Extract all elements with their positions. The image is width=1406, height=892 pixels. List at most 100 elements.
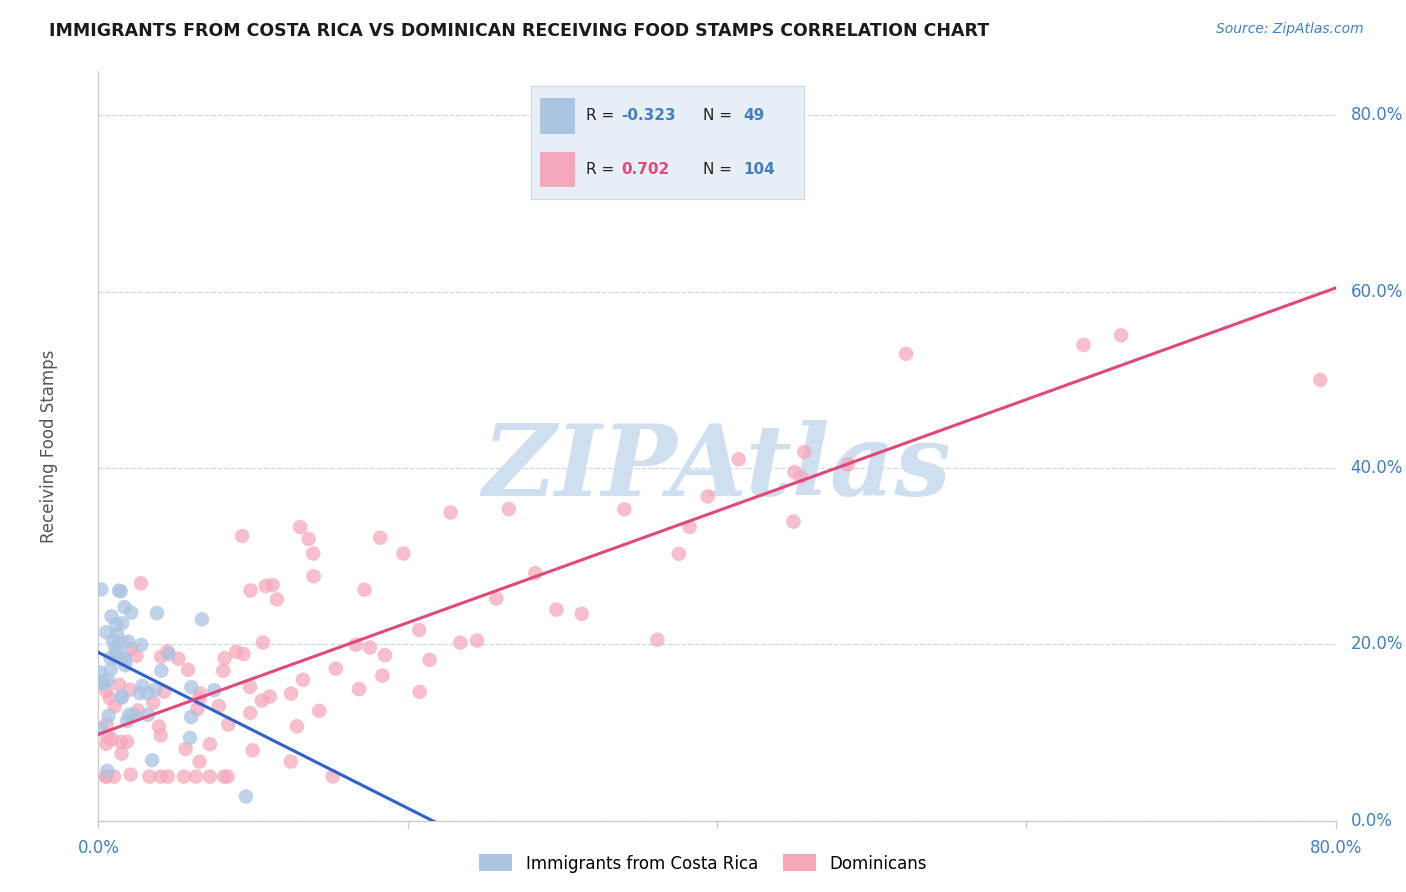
- Point: [100, 663, 122, 677]
- Point: [188, 755, 211, 769]
- Point: [180, 710, 202, 724]
- Point: [408, 623, 430, 637]
- Point: [90, 722, 112, 736]
- Point: [96, 737, 118, 751]
- Point: [96, 764, 118, 778]
- Point: [115, 735, 138, 749]
- Point: [129, 638, 152, 652]
- Point: [97, 708, 120, 723]
- Point: [191, 612, 214, 626]
- Point: [198, 737, 221, 751]
- Point: [148, 719, 170, 733]
- Point: [678, 520, 700, 534]
- Point: [235, 789, 257, 804]
- Point: [254, 579, 277, 593]
- Point: [177, 663, 200, 677]
- Point: [150, 649, 173, 664]
- Point: [153, 684, 176, 698]
- Point: [118, 682, 141, 697]
- Point: [290, 520, 312, 534]
- Point: [1109, 328, 1132, 343]
- Point: [94, 625, 117, 640]
- Point: [143, 682, 166, 697]
- Point: [149, 770, 172, 784]
- Text: 80.0%: 80.0%: [1309, 839, 1362, 857]
- Point: [136, 686, 159, 700]
- Point: [108, 583, 131, 598]
- Text: 0.0%: 0.0%: [77, 839, 120, 857]
- Point: [297, 532, 319, 546]
- Point: [894, 347, 917, 361]
- Point: [101, 633, 124, 648]
- Point: [96, 683, 118, 698]
- Point: [212, 770, 235, 784]
- Point: [546, 602, 568, 616]
- Point: [266, 592, 288, 607]
- Point: [120, 641, 142, 656]
- Point: [118, 707, 141, 722]
- Point: [110, 747, 132, 761]
- Text: 80.0%: 80.0%: [1351, 106, 1403, 125]
- Point: [359, 640, 381, 655]
- Point: [179, 731, 201, 745]
- Point: [292, 673, 315, 687]
- Point: [217, 770, 239, 784]
- Point: [696, 490, 718, 504]
- Point: [188, 687, 211, 701]
- Point: [111, 635, 134, 649]
- Point: [93, 676, 115, 690]
- Point: [439, 506, 461, 520]
- Point: [100, 732, 122, 747]
- Point: [150, 664, 173, 678]
- Text: Receiving Food Stamps: Receiving Food Stamps: [39, 350, 58, 542]
- Point: [120, 767, 142, 781]
- Point: [419, 653, 441, 667]
- Point: [136, 707, 159, 722]
- Point: [280, 687, 302, 701]
- Legend: Immigrants from Costa Rica, Dominicans: Immigrants from Costa Rica, Dominicans: [472, 847, 934, 880]
- Point: [108, 678, 131, 692]
- Point: [408, 685, 430, 699]
- Point: [146, 606, 169, 620]
- Point: [188, 691, 211, 706]
- Point: [524, 566, 547, 581]
- Point: [90, 582, 112, 597]
- Point: [485, 591, 508, 606]
- Point: [1073, 338, 1095, 352]
- Point: [186, 702, 208, 716]
- Point: [262, 578, 284, 592]
- Point: [668, 547, 690, 561]
- Point: [110, 584, 132, 599]
- Point: [344, 638, 367, 652]
- Point: [1309, 373, 1331, 387]
- Point: [114, 600, 136, 615]
- Point: [156, 644, 179, 658]
- Point: [105, 617, 128, 632]
- Point: [571, 607, 593, 621]
- Point: [647, 632, 669, 647]
- Point: [782, 515, 804, 529]
- Point: [302, 547, 325, 561]
- Point: [100, 609, 122, 624]
- Point: [103, 770, 125, 784]
- Point: [105, 645, 128, 659]
- Point: [111, 690, 134, 704]
- Point: [353, 582, 375, 597]
- Text: ZIPAtlas: ZIPAtlas: [482, 420, 952, 516]
- Point: [117, 634, 139, 648]
- Text: 0.0%: 0.0%: [1351, 812, 1392, 830]
- Point: [783, 465, 806, 479]
- Point: [111, 690, 134, 705]
- Point: [198, 770, 221, 784]
- Point: [837, 458, 859, 472]
- Point: [131, 679, 153, 693]
- Point: [231, 529, 253, 543]
- Point: [128, 686, 150, 700]
- Point: [302, 569, 325, 583]
- Point: [368, 531, 391, 545]
- Point: [138, 770, 160, 784]
- Point: [97, 673, 120, 687]
- Point: [167, 652, 190, 666]
- Point: [96, 770, 118, 784]
- Point: [90, 675, 112, 690]
